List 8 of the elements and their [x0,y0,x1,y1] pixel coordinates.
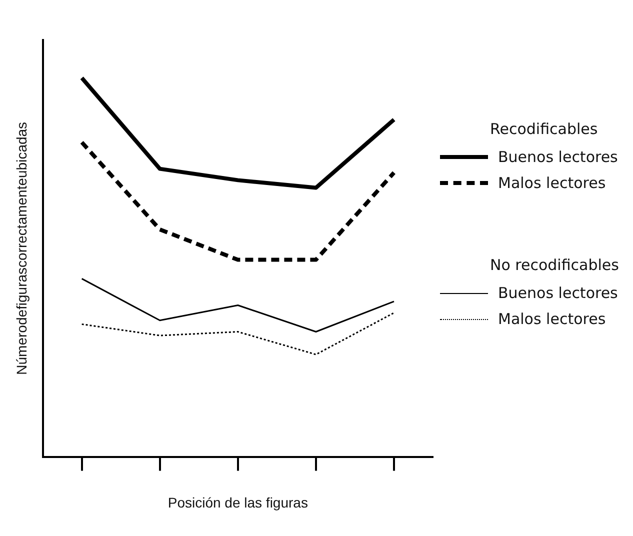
x-axis-title: Posición de las figuras [168,494,308,510]
legend-label: Malos lectores [498,310,606,328]
text: No recodificables [490,256,619,274]
text: Recodificables [490,120,599,138]
legend-label: Buenos lectores [498,148,618,166]
legend-label: Buenos lectores [498,284,618,302]
legend-label: Malos lectores [498,174,606,192]
y-axis-title: Númerodefigurascorrectamenteubicadas [13,122,30,375]
